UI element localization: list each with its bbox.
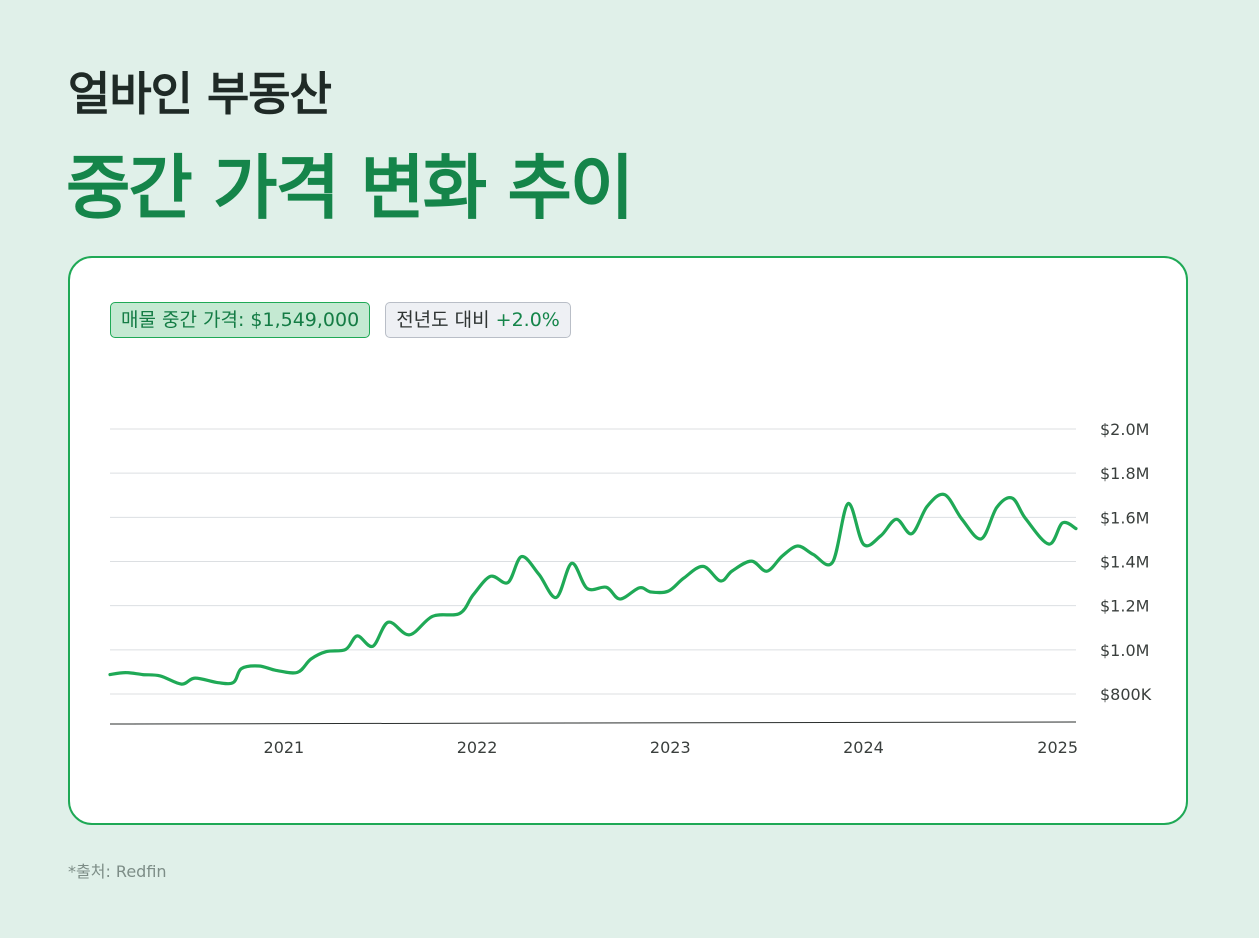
x-tick-label: 2024 (843, 738, 884, 757)
x-tick-label: 2023 (650, 738, 691, 757)
x-tick-label: 2021 (264, 738, 305, 757)
source-note: *출처: Redfin (68, 862, 167, 881)
median-price-badge: 매물 중간 가격: $1,549,000 (110, 302, 371, 338)
y-tick-label: $1.8M (1100, 464, 1149, 483)
y-tick-label: $1.4M (1100, 553, 1149, 572)
price-trend-chart: $800K $1.0M $1.2M $1.4M $1.6M $1.8M $2.0M 2021 2… (108, 420, 1152, 757)
yoy-value: +2.0% (495, 309, 560, 331)
x-tick-label: 2025 (1037, 738, 1078, 757)
chart-card: 매물 중간 가격: $1,549,000 전년도 대비 +2.0% $800K $… (68, 256, 1188, 825)
y-tick-label: $2.0M (1100, 420, 1149, 439)
y-tick-label: $800K (1100, 685, 1152, 704)
price-series-line (108, 492, 1078, 686)
x-tick-label: 2022 (457, 738, 498, 757)
y-tick-label: $1.2M (1100, 597, 1149, 616)
yoy-label: 전년도 대비 (396, 309, 496, 331)
y-tick-label: $1.6M (1100, 508, 1149, 527)
yoy-change-badge: 전년도 대비 +2.0% (385, 302, 571, 338)
page-subtitle: 얼바인 부동산 (68, 67, 332, 121)
y-tick-label: $1.0M (1100, 641, 1149, 660)
page-title: 중간 가격 변화 추이 (66, 147, 634, 229)
badge-row: 매물 중간 가격: $1,549,000 전년도 대비 +2.0% (110, 302, 571, 338)
x-axis-line (109, 721, 1077, 725)
